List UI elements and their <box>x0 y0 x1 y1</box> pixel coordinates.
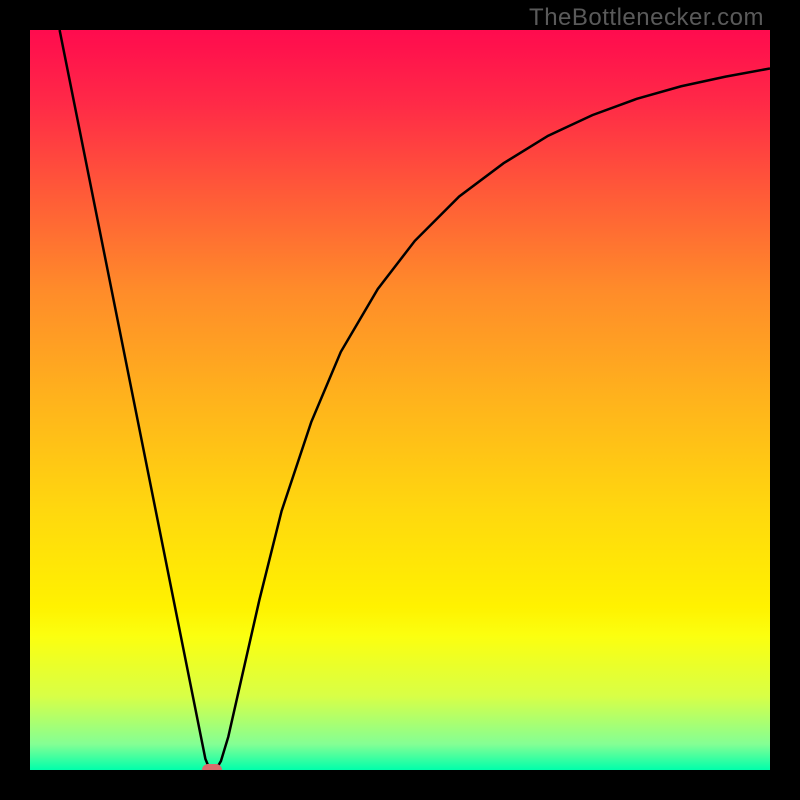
bottleneck-curve <box>30 30 770 770</box>
plot-area <box>30 30 770 770</box>
optimal-point-marker <box>202 764 222 770</box>
watermark-text: TheBottlenecker.com <box>529 4 764 32</box>
chart-frame: TheBottlenecker.com <box>0 0 800 800</box>
